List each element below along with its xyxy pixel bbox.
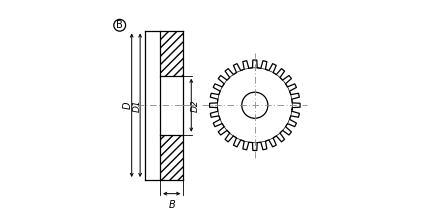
- Text: D: D: [123, 102, 133, 109]
- Text: D1: D1: [133, 99, 142, 112]
- Polygon shape: [160, 135, 183, 180]
- Text: B: B: [168, 199, 175, 209]
- Text: D2: D2: [191, 99, 200, 112]
- Text: B: B: [116, 20, 123, 30]
- Polygon shape: [160, 31, 183, 76]
